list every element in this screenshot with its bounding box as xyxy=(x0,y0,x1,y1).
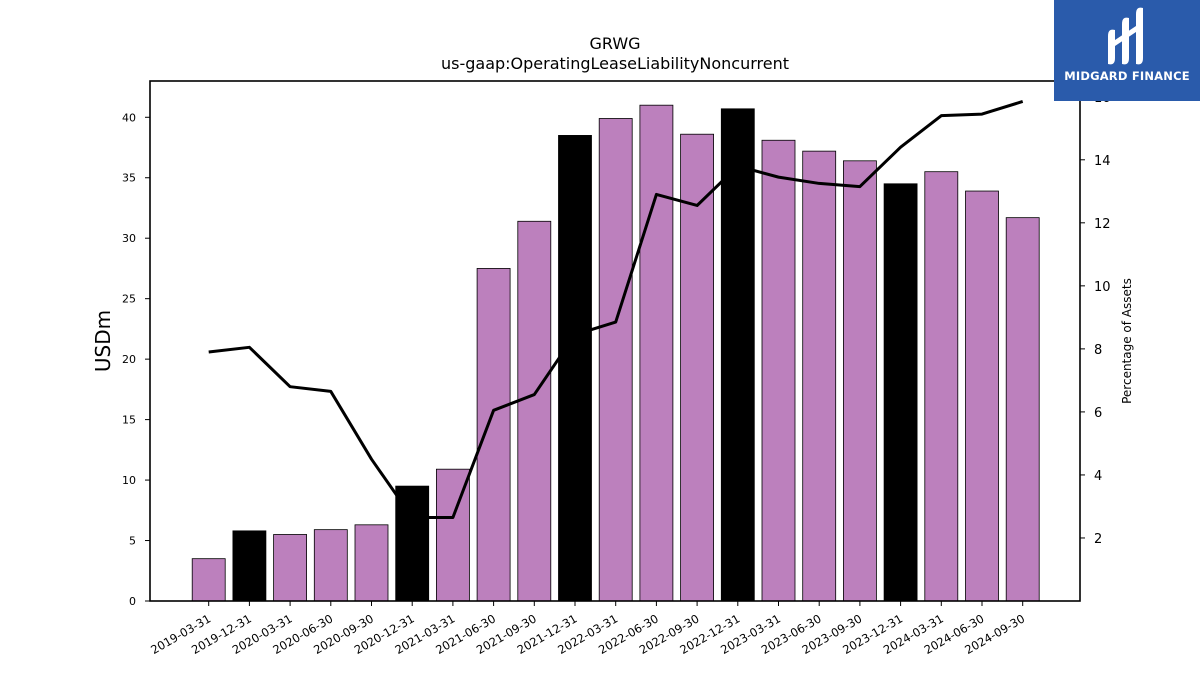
bar xyxy=(395,485,430,602)
bar xyxy=(720,108,755,602)
y2-tick-label: 10 xyxy=(1094,280,1111,295)
logo-text: MIDGARD FINANCE xyxy=(1064,69,1190,83)
bar xyxy=(843,160,877,602)
y-tick-label: 35 xyxy=(122,172,136,185)
logo-mark-icon xyxy=(1108,7,1143,65)
bar xyxy=(639,104,674,602)
y-tick-label: 40 xyxy=(122,111,136,124)
bar xyxy=(354,524,389,602)
bar xyxy=(965,190,999,602)
y2-tick-label: 6 xyxy=(1094,406,1102,421)
y2-tick-label: 12 xyxy=(1094,217,1111,232)
y-tick-label: 0 xyxy=(129,595,136,608)
bar xyxy=(761,139,796,602)
y-tick-label: 20 xyxy=(122,353,136,366)
bar xyxy=(273,534,308,602)
chart-subtitle: us-gaap:OperatingLeaseLiabilityNoncurren… xyxy=(441,54,789,73)
y2-tick-label: 14 xyxy=(1094,154,1111,169)
logo: MIDGARD FINANCE xyxy=(1054,0,1200,101)
bar xyxy=(517,220,552,602)
y2-tick-label: 2 xyxy=(1094,532,1102,547)
bar xyxy=(680,133,714,602)
y2-axis-label: Percentage of Assets xyxy=(1120,278,1134,404)
bar xyxy=(1005,217,1040,602)
bar xyxy=(558,135,592,602)
y-axis-label: USDm xyxy=(91,310,115,372)
plot-frame xyxy=(149,80,1081,602)
y-tick-label: 30 xyxy=(122,232,136,245)
bar xyxy=(924,171,959,602)
bar xyxy=(232,530,267,602)
bar xyxy=(802,150,837,602)
line-series xyxy=(208,100,1024,519)
y-tick-label: 10 xyxy=(122,474,136,487)
bar xyxy=(883,183,918,602)
bar-series xyxy=(191,104,1040,602)
bar xyxy=(191,558,226,602)
bar xyxy=(476,268,511,602)
line-percentage-of-assets xyxy=(208,100,1024,519)
y-tick-label: 15 xyxy=(122,414,136,427)
y-tick-label: 25 xyxy=(122,293,136,306)
bar xyxy=(598,118,633,602)
bar xyxy=(313,529,348,602)
y-tick-label: 5 xyxy=(129,535,136,548)
chart-title: GRWG xyxy=(589,34,640,53)
y2-tick-label: 8 xyxy=(1094,343,1102,358)
y2-tick-label: 4 xyxy=(1094,469,1102,484)
